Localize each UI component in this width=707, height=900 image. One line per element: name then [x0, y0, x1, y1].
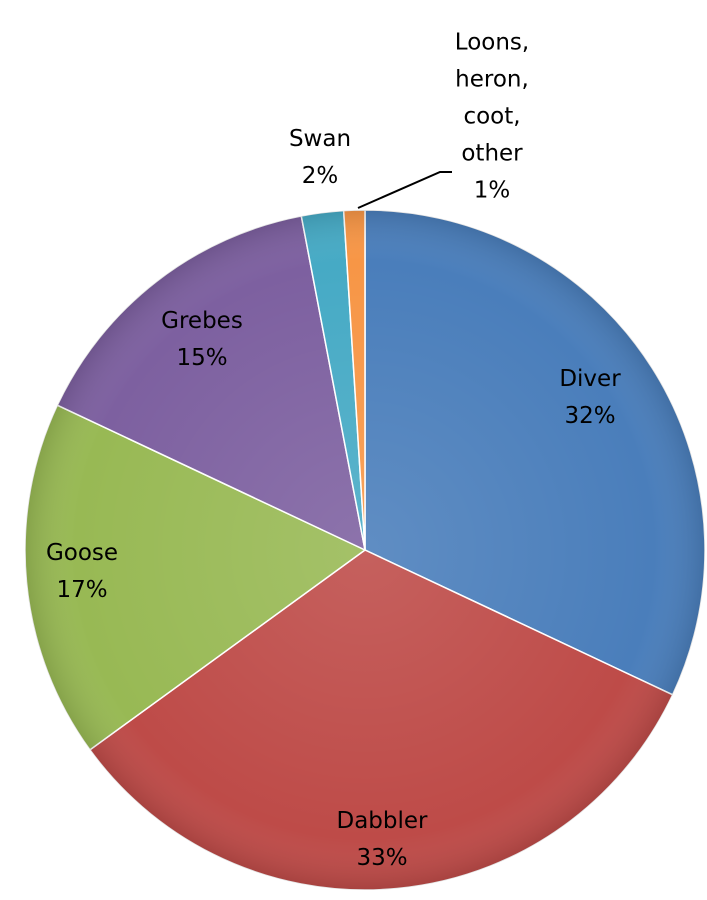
value-label: 33% [356, 845, 408, 871]
value-label: 15% [176, 345, 228, 371]
category-label: Diver [559, 366, 621, 392]
value-label: 17% [56, 577, 108, 603]
category-label: Loons, heron, coot, other [454, 29, 530, 167]
value-label: 32% [564, 403, 616, 429]
data-label: Grebes 15% [152, 303, 252, 377]
data-label: Dabbler 33% [332, 803, 432, 877]
leader-line [357, 171, 452, 209]
category-label: Dabbler [336, 808, 428, 834]
value-label: 1% [473, 177, 511, 204]
category-label: Goose [45, 540, 119, 566]
category-label: Swan [288, 126, 352, 152]
data-label: Swan 2% [270, 121, 370, 195]
value-label: 2% [301, 163, 339, 189]
data-label: Loons, heron, coot, other 1% [445, 25, 540, 210]
data-label: Diver 32% [540, 361, 640, 435]
category-label: Grebes [161, 308, 243, 334]
data-label: Goose 17% [32, 535, 132, 609]
